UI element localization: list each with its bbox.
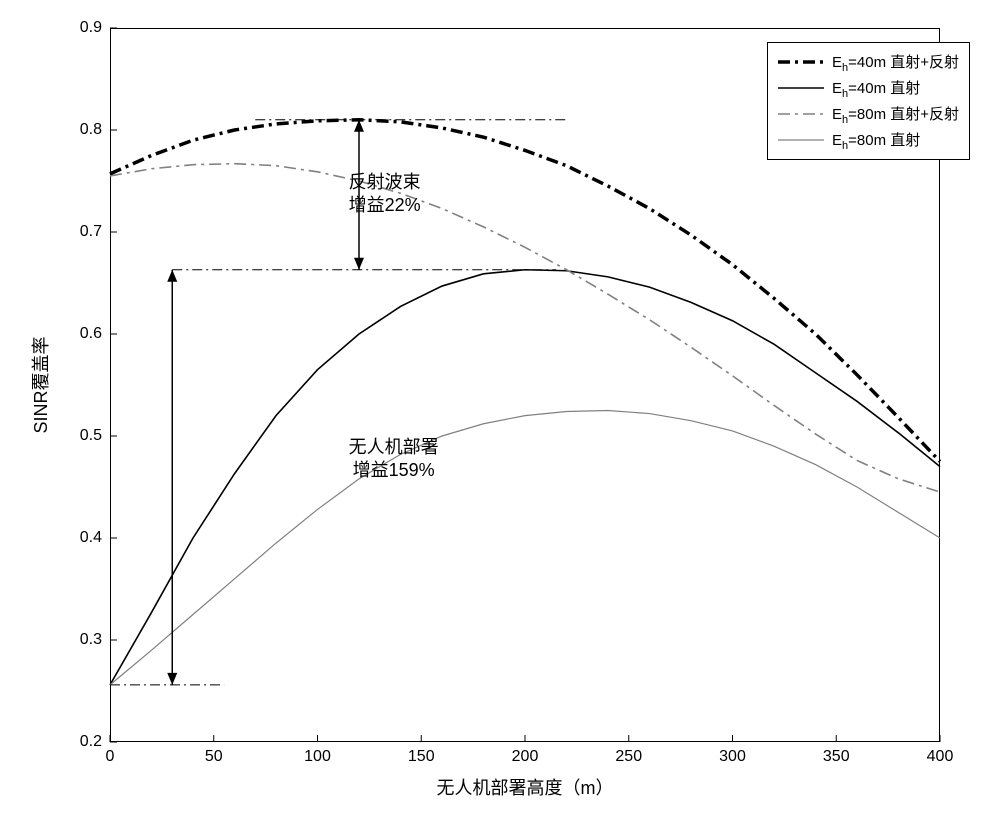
legend-swatch	[778, 104, 824, 124]
legend-label: Eh=40m 直射	[832, 77, 920, 100]
annotation-deployment-gain: 无人机部署增益159%	[349, 436, 439, 483]
legend-item: Eh=40m 直射	[778, 75, 959, 101]
y-tick-label: 0.8	[70, 121, 102, 139]
x-tick-label: 350	[823, 748, 850, 766]
series-line	[110, 120, 940, 462]
legend: Eh=40m 直射+反射 Eh=40m 直射 Eh=80m 直射+反射 Eh=80m …	[767, 42, 970, 160]
x-tick-label: 150	[408, 748, 435, 766]
legend-label: Eh=80m 直射+反射	[832, 103, 959, 126]
legend-item: Eh=80m 直射	[778, 127, 959, 153]
x-tick-label: 50	[205, 748, 223, 766]
y-axis-label: SINR覆盖率	[27, 336, 53, 433]
series-line	[110, 270, 940, 685]
legend-swatch	[778, 52, 824, 72]
legend-swatch	[778, 130, 824, 150]
legend-item: Eh=40m 直射+反射	[778, 49, 959, 75]
annotation-reflection-gain: 反射波束增益22%	[349, 171, 421, 218]
x-axis-label: 无人机部署高度（m）	[437, 774, 614, 800]
x-tick-label: 0	[106, 748, 115, 766]
x-tick-label: 200	[512, 748, 539, 766]
y-tick-label: 0.6	[70, 325, 102, 343]
y-tick-label: 0.3	[70, 631, 102, 649]
x-tick-label: 100	[304, 748, 331, 766]
x-tick-label: 250	[615, 748, 642, 766]
x-tick-label: 300	[719, 748, 746, 766]
series-line	[110, 164, 940, 492]
y-tick-label: 0.4	[70, 529, 102, 547]
legend-item: Eh=80m 直射+反射	[778, 101, 959, 127]
x-tick-label: 400	[927, 748, 954, 766]
y-tick-label: 0.9	[70, 19, 102, 37]
y-tick-label: 0.7	[70, 223, 102, 241]
y-tick-label: 0.2	[70, 733, 102, 751]
legend-swatch	[778, 78, 824, 98]
y-tick-label: 0.5	[70, 427, 102, 445]
legend-label: Eh=40m 直射+反射	[832, 51, 959, 74]
series-line	[110, 411, 940, 685]
legend-label: Eh=80m 直射	[832, 129, 920, 152]
